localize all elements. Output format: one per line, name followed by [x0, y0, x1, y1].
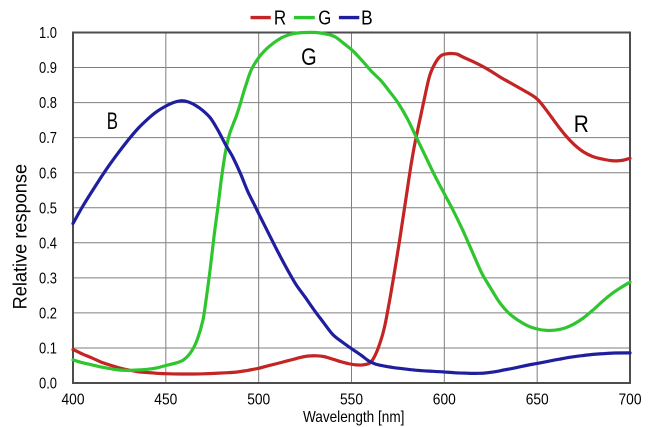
svg-text:0.5: 0.5 [39, 200, 57, 217]
svg-text:Relative response: Relative response [10, 164, 31, 310]
svg-text:0.8: 0.8 [39, 95, 57, 112]
svg-text:450: 450 [154, 392, 177, 409]
svg-text:R: R [574, 111, 589, 138]
svg-text:0.4: 0.4 [39, 235, 57, 252]
svg-text:550: 550 [340, 392, 363, 409]
svg-text:600: 600 [433, 392, 456, 409]
svg-text:650: 650 [526, 392, 549, 409]
svg-text:B: B [361, 7, 373, 29]
svg-text:R: R [274, 7, 286, 29]
svg-text:1.0: 1.0 [39, 25, 57, 42]
svg-text:G: G [318, 7, 331, 29]
svg-text:0.6: 0.6 [39, 165, 57, 182]
svg-text:Wavelength [nm]: Wavelength [nm] [303, 409, 405, 426]
svg-text:0.9: 0.9 [39, 60, 57, 77]
svg-text:0.7: 0.7 [39, 130, 57, 147]
svg-text:B: B [107, 108, 118, 135]
svg-text:0.3: 0.3 [39, 271, 57, 288]
svg-text:700: 700 [619, 392, 642, 409]
svg-text:G: G [301, 44, 317, 71]
svg-text:0.1: 0.1 [39, 341, 57, 358]
svg-text:500: 500 [247, 392, 270, 409]
svg-text:0.2: 0.2 [39, 306, 57, 323]
svg-text:400: 400 [62, 392, 85, 409]
svg-text:0.0: 0.0 [39, 376, 57, 393]
